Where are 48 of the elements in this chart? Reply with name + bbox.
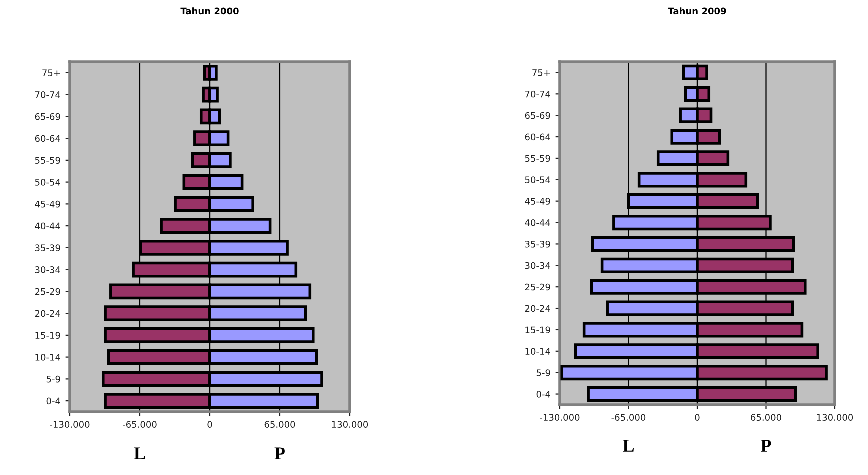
y-tick-label: 15-19 [526, 326, 550, 334]
chart-title: Tahun 2009 [668, 8, 726, 15]
y-tick-label: 15-19 [36, 332, 60, 339]
y-tick-label: 70-74 [525, 90, 550, 98]
y-tick-label: 60-64 [525, 134, 550, 141]
y-tick-label: 25-29 [525, 284, 550, 291]
y-tick-label: 30-34 [525, 262, 550, 270]
text: L [134, 448, 146, 460]
y-tick-label: 55-59 [525, 155, 550, 162]
y-tick-label: 5-9 [536, 370, 550, 376]
y-tick-label: 50-54 [525, 176, 550, 184]
x-tick-label: -65.000 [612, 414, 646, 422]
x-tick-label: 0 [208, 421, 212, 428]
text: L [623, 440, 634, 452]
y-tick-label: 0-4 [46, 398, 60, 405]
x-tick-label: 65.000 [751, 414, 782, 422]
y-tick-label: 0-4 [536, 391, 550, 398]
x-tick-label: -130.000 [540, 414, 580, 422]
y-tick-label: 40-44 [525, 220, 550, 226]
y-tick-label: 20-24 [525, 305, 550, 312]
y-tick-label: 20-24 [35, 310, 60, 318]
text: P [761, 440, 772, 452]
y-tick-label: 35-39 [35, 244, 60, 252]
y-tick-label: 5-9 [46, 376, 60, 383]
x-tick-label: 130.000 [817, 414, 854, 422]
y-tick-label: 10-14 [36, 354, 60, 361]
y-tick-label: 10-14 [526, 348, 550, 355]
x-tick-label: -65.000 [123, 421, 157, 428]
y-tick-label: 70-74 [35, 92, 60, 98]
x-tick-label: 0 [695, 414, 700, 422]
y-tick-label: 65-69 [35, 113, 60, 120]
x-tick-label: 130.000 [332, 421, 368, 428]
x-tick-label: -130.000 [50, 421, 90, 428]
y-tick-label: 45-49 [525, 198, 550, 205]
y-tick-label: 45-49 [35, 200, 60, 208]
y-tick-label: 50-54 [35, 179, 60, 186]
chart-title: Tahun 2000 [180, 8, 239, 15]
y-tick-label: 35-39 [525, 240, 550, 248]
y-tick-label: 75+ [42, 70, 60, 76]
y-tick-label: 55-59 [35, 157, 60, 164]
y-tick-label: 65-69 [525, 112, 550, 120]
y-tick-label: 25-29 [35, 288, 60, 296]
y-tick-label: 30-34 [35, 266, 60, 274]
x-tick-label: 65.000 [264, 421, 296, 428]
y-tick-label: 75+ [532, 70, 550, 76]
y-tick-label: 40-44 [35, 222, 60, 230]
text: P [274, 448, 286, 460]
y-tick-label: 60-64 [35, 135, 60, 142]
